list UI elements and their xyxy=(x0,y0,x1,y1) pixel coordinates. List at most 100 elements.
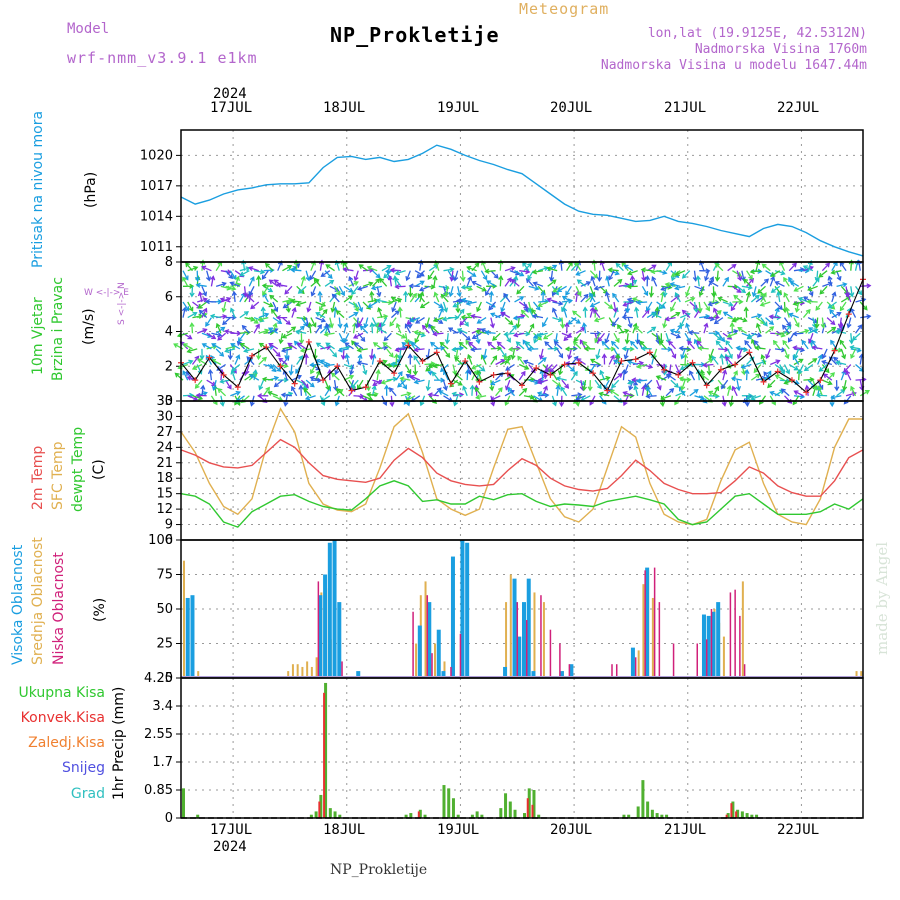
wind-arrow xyxy=(477,370,482,381)
wind-arrowhead xyxy=(812,358,818,363)
wind-arrow xyxy=(567,317,577,325)
wind-arrowhead xyxy=(353,311,359,317)
wind-arrow xyxy=(823,373,833,381)
wind-arrowhead xyxy=(575,318,581,324)
wind-arrowhead xyxy=(211,343,217,348)
wind-arrowhead xyxy=(290,298,296,304)
wind-arrow xyxy=(472,332,482,339)
wind-arrow xyxy=(457,286,461,297)
wind-arrowhead xyxy=(764,278,770,284)
wind-marker xyxy=(234,384,241,391)
wind-arrow xyxy=(334,389,343,397)
wind-arrow xyxy=(454,270,459,281)
wind-arrowhead xyxy=(280,392,286,398)
wind-arrow xyxy=(821,262,830,272)
wind-arrowhead xyxy=(448,291,454,298)
wind-marker xyxy=(618,358,625,365)
wind-arrowhead xyxy=(375,278,381,284)
wind-arrow xyxy=(452,348,463,351)
wind-arrow xyxy=(543,332,553,340)
wind-arrow xyxy=(357,395,368,402)
wind-arrowhead xyxy=(490,401,496,407)
wind-arrow xyxy=(528,324,535,334)
wind-arrowhead xyxy=(604,338,610,344)
wind-arrow xyxy=(697,340,705,350)
y-tick-label: 0 xyxy=(165,811,173,826)
wind-arrow xyxy=(206,332,216,340)
wind-arrowhead xyxy=(382,359,388,365)
wind-arrowhead xyxy=(497,387,503,393)
wind-arrow xyxy=(789,313,799,319)
wind-arrow xyxy=(351,285,359,295)
wind-arrowhead xyxy=(290,267,296,273)
wind-arrow xyxy=(590,301,601,307)
wind-arrowhead xyxy=(635,299,641,306)
date-top-1: 17JUL xyxy=(210,100,253,116)
wind-arrowhead xyxy=(210,275,216,281)
mid-cloud-bar xyxy=(301,666,304,678)
wind-arrowhead xyxy=(610,354,615,360)
wind-arrowhead xyxy=(468,341,474,347)
wind-arrow xyxy=(634,325,643,334)
wind-arrowhead xyxy=(358,264,364,269)
wind-arrow xyxy=(467,266,477,272)
wind-arrowhead xyxy=(678,376,684,382)
wind-arrowhead xyxy=(668,340,673,346)
wind-arrow xyxy=(459,341,468,350)
wind-arrow xyxy=(855,378,866,381)
wind-arrow xyxy=(272,317,282,324)
wind-arrow xyxy=(826,372,835,381)
wind-arrow xyxy=(459,317,468,326)
wind-arrowhead xyxy=(207,368,214,375)
wind-arrow xyxy=(225,379,232,390)
wind-arrowhead xyxy=(699,369,705,375)
wind-arrow xyxy=(760,301,771,306)
wind-arrowhead xyxy=(185,262,190,268)
y-tick-label: 1020 xyxy=(140,148,173,163)
wind-arrow xyxy=(641,309,650,319)
wind-marker xyxy=(760,378,767,385)
wind-arrowhead xyxy=(174,372,180,378)
wind-arrow xyxy=(646,301,653,311)
wind-arrowhead xyxy=(278,339,284,345)
wind-arrowhead xyxy=(226,296,232,302)
wind-arrowhead xyxy=(807,286,813,292)
wind-arrow xyxy=(428,363,439,367)
wind-arrow xyxy=(413,355,421,365)
wind-arrow xyxy=(182,277,189,287)
wind-arrowhead xyxy=(604,291,610,297)
wind-arrow xyxy=(367,380,370,391)
wind-arrow xyxy=(286,326,296,334)
wind-arrow xyxy=(414,348,425,351)
wind-arrowhead xyxy=(609,389,615,395)
coords-label: lon,lat (19.9125E, 42.5312N) xyxy=(647,26,867,41)
wind-arrow xyxy=(765,326,774,334)
wind-arrowhead xyxy=(357,285,363,291)
wind-arrowhead xyxy=(210,354,215,360)
wind-arrow xyxy=(839,301,847,311)
wind-arrowhead xyxy=(623,264,629,270)
total-rain-bar xyxy=(328,808,332,818)
wind-arrow xyxy=(822,282,833,287)
wind-arrowhead xyxy=(276,282,282,288)
wind-arrowhead xyxy=(747,284,753,291)
total-rain-bar xyxy=(660,814,664,818)
wind-arrow xyxy=(399,307,402,318)
wind-arrow xyxy=(687,340,695,350)
wind-arrowhead xyxy=(241,324,247,330)
wind-arrowhead xyxy=(656,385,662,391)
wind-arrowhead xyxy=(827,303,833,309)
wind-arrowhead xyxy=(425,386,431,392)
wind-arrow xyxy=(351,379,359,389)
wind-arrowhead xyxy=(243,311,250,316)
wind-arrowhead xyxy=(770,272,776,277)
wind-arrow xyxy=(509,325,517,334)
wind-arrow xyxy=(442,348,450,358)
wind-arrow xyxy=(303,388,312,397)
wind-arrowhead xyxy=(513,275,519,281)
wind-arrow xyxy=(477,317,487,324)
wind-arrowhead xyxy=(313,277,319,283)
wind-arrowhead xyxy=(612,307,618,314)
wind-arrow xyxy=(703,301,710,311)
wind-arrowhead xyxy=(460,314,466,320)
